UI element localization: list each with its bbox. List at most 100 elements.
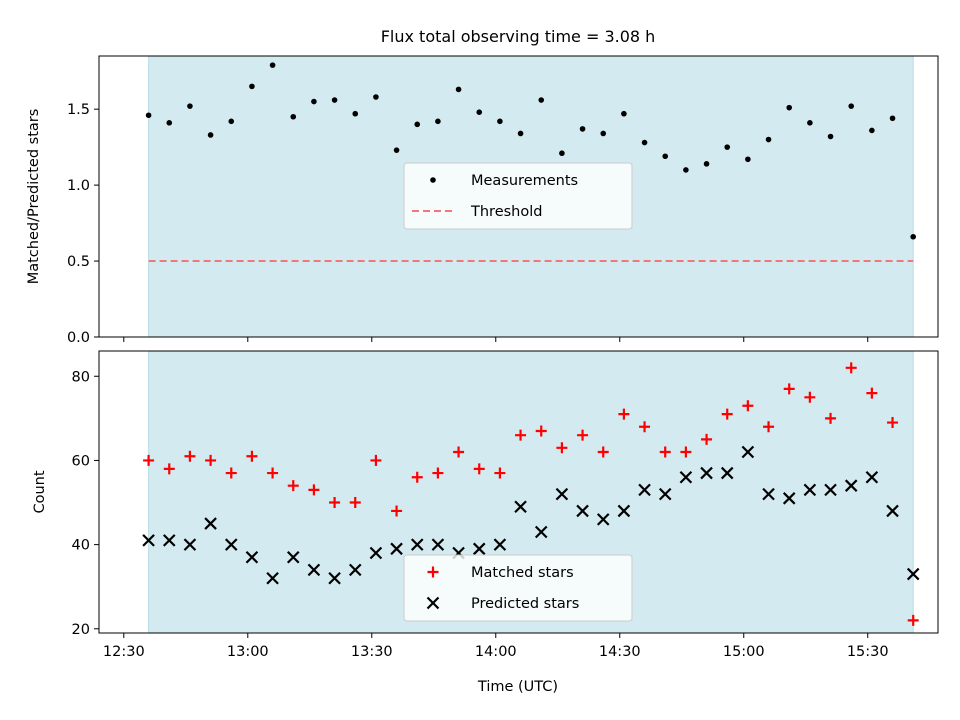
matched-star-marker — [535, 425, 547, 437]
measurement-point — [455, 86, 462, 93]
measurement-point — [228, 118, 235, 125]
predicted-star-marker — [204, 517, 217, 530]
matched-star-marker — [267, 467, 279, 479]
measurement-point — [166, 120, 173, 126]
y-tick-label: 1.5 — [67, 102, 90, 118]
matched-star-marker — [287, 480, 299, 492]
predicted-star-marker — [617, 504, 631, 518]
x-tick-label: 13:30 — [351, 644, 393, 660]
matched-star-marker — [804, 391, 816, 403]
predicted-star-marker — [348, 563, 362, 577]
count-panel-frame — [98, 350, 939, 634]
measurement-point — [249, 83, 255, 90]
matched-star-marker — [783, 383, 795, 395]
matched-star-marker — [597, 446, 609, 458]
measurement-point — [352, 110, 359, 117]
predicted-star-marker — [638, 483, 651, 497]
matched-star-marker — [639, 421, 651, 433]
predicted-star-marker — [741, 445, 755, 459]
predicted-star-marker — [596, 513, 610, 526]
ratio-panel: 0.0 0.5 1.0 1.5 Matched/Predicted stars Mea… — [26, 55, 939, 346]
x-tick-label: 15:00 — [723, 644, 765, 660]
legend-dot-swatch — [430, 177, 436, 183]
predicted-star-marker — [493, 538, 507, 551]
predicted-star-marker — [369, 546, 383, 560]
ratio-panel-frame — [98, 55, 939, 338]
predicted-star-marker — [886, 504, 899, 518]
legend-box — [403, 162, 633, 230]
predicted-star-marker — [410, 538, 424, 551]
matched-star-marker — [887, 417, 899, 429]
matched-star-marker — [432, 467, 444, 479]
measurement-point — [745, 156, 751, 163]
matched-star-marker — [845, 362, 857, 374]
matched-star-marker — [143, 454, 155, 466]
matched-star-marker — [618, 408, 630, 420]
figure-title: Flux total observing time = 3.08 h — [381, 27, 656, 46]
measurement-point — [724, 144, 731, 150]
matched-star-marker — [907, 614, 919, 626]
measurement-point — [703, 161, 710, 167]
predicted-star-marker — [865, 470, 879, 484]
y-tick-label: 20 — [72, 622, 90, 638]
matched-star-marker — [825, 412, 837, 424]
y-tick-label: 60 — [72, 453, 90, 469]
measurement-point — [435, 118, 441, 125]
x-axis-label: Time (UTC) — [477, 679, 558, 695]
measurement-point — [145, 112, 152, 119]
x-tick-label: 15:30 — [847, 644, 889, 660]
matched-star-marker — [659, 446, 671, 458]
matched-star-marker — [763, 421, 775, 433]
legend-box — [403, 554, 633, 622]
measurement-point — [517, 130, 524, 137]
predicted-star-marker — [782, 492, 796, 505]
measurement-point — [497, 118, 503, 125]
measurement-point — [910, 233, 917, 240]
x-tick-label: 14:30 — [599, 644, 641, 660]
predicted-star-marker — [142, 534, 155, 547]
measurement-point — [765, 136, 772, 143]
predicted-star-marker — [803, 483, 817, 497]
measurement-point — [621, 110, 627, 117]
y-tick-label: 80 — [72, 369, 90, 385]
matched-star-marker — [556, 442, 568, 454]
predicted-star-marker — [534, 525, 548, 539]
y-tick-label: 1.0 — [67, 178, 90, 194]
predicted-star-marker — [266, 572, 279, 585]
matched-star-marker — [721, 408, 733, 420]
count-y-axis-label: Count — [32, 470, 48, 513]
matched-star-marker — [742, 400, 754, 412]
x-tick-label: 13:00 — [227, 644, 269, 660]
predicted-star-marker — [679, 470, 693, 484]
legend-plus-swatch — [427, 566, 439, 578]
measurement-point — [290, 113, 297, 120]
predicted-star-marker — [824, 483, 837, 497]
measurement-point — [559, 150, 565, 157]
legend-entry-label: Predicted stars — [471, 596, 579, 612]
matched-star-marker — [577, 429, 589, 441]
matched-star-marker — [701, 433, 713, 445]
predicted-star-marker — [844, 479, 858, 492]
matched-star-marker — [184, 450, 196, 462]
predicted-star-marker — [658, 487, 672, 501]
legend-x-swatch — [426, 596, 440, 610]
count-panel: 20 40 60 80 12:30 13:00 13:30 14:00 14:30 15:00 1… — [32, 350, 939, 660]
y-tick-label: 0.0 — [67, 330, 90, 346]
matched-star-marker — [246, 450, 258, 462]
matched-star-marker — [411, 471, 423, 483]
predicted-star-marker — [328, 572, 341, 585]
measurement-point — [869, 127, 875, 134]
legend-entry-label: Matched stars — [471, 565, 574, 581]
measurement-point — [662, 153, 669, 160]
measurement-point — [889, 115, 896, 122]
ratio-y-axis-label: Matched/Predicted stars — [26, 109, 42, 285]
predicted-star-marker — [286, 550, 300, 564]
matched-star-marker — [370, 454, 382, 466]
measurement-point — [311, 98, 317, 105]
predicted-star-marker — [576, 504, 589, 518]
measurement-point — [848, 103, 855, 109]
measurement-point — [207, 132, 214, 138]
measurement-point — [786, 104, 793, 111]
predicted-star-marker — [514, 500, 527, 514]
predicted-star-marker — [555, 487, 569, 501]
